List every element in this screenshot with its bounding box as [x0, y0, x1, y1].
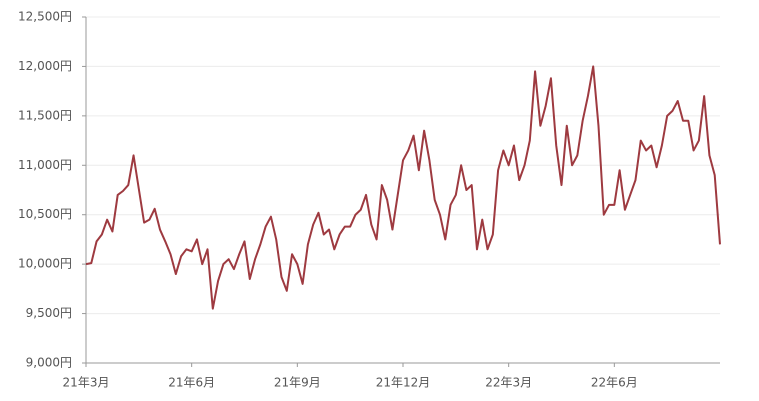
x-tick-label: 21年12月	[376, 376, 431, 390]
x-tick-label: 21年6月	[168, 376, 215, 390]
y-tick-label: 12,500円	[18, 10, 72, 24]
x-tick-label: 22年3月	[485, 376, 532, 390]
y-tick-label: 12,000円	[18, 59, 72, 73]
y-tick-label: 10,500円	[18, 207, 72, 221]
price-line	[85, 65, 721, 310]
y-tick-label: 9,500円	[26, 306, 72, 320]
y-tick-label: 10,000円	[18, 257, 72, 271]
y-tick-label: 11,500円	[18, 108, 72, 122]
x-tick-label: 22年6月	[591, 376, 638, 390]
y-tick-label: 11,000円	[18, 158, 72, 172]
x-tick-label: 21年9月	[274, 376, 321, 390]
y-tick-label: 9,000円	[26, 356, 72, 370]
x-tick-label: 21年3月	[63, 376, 110, 390]
